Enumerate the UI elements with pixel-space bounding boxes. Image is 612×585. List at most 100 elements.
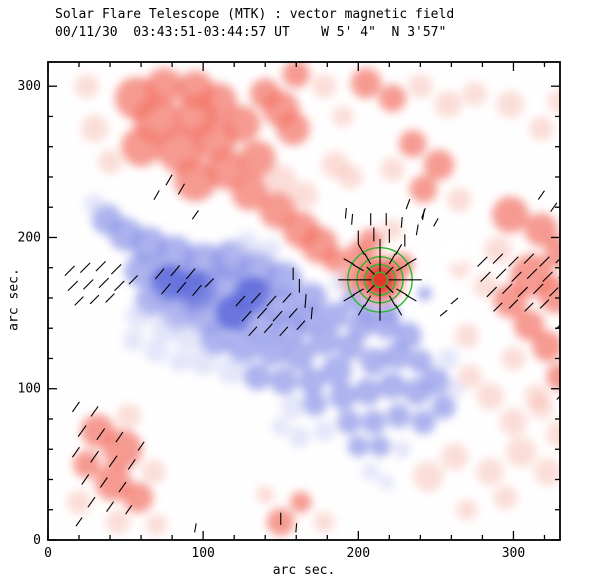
field-vector — [352, 264, 364, 272]
x-axis-label: arc sec. — [272, 563, 336, 578]
negative-flux-blob — [234, 231, 259, 256]
field-vector — [400, 216, 403, 228]
field-vector — [266, 295, 277, 307]
field-vector — [185, 268, 196, 280]
field-vector — [79, 262, 91, 273]
positive-flux-blob — [358, 228, 383, 253]
positive-flux-blob — [206, 149, 247, 190]
field-vector — [405, 198, 411, 210]
negative-flux-blob — [200, 325, 231, 356]
field-vector — [493, 302, 503, 312]
negative-flux-blob — [437, 347, 460, 370]
x-tick-label: 200 — [347, 546, 370, 561]
field-vector — [405, 294, 417, 302]
positive-flux-blob — [476, 458, 504, 486]
negative-flux-blob — [293, 303, 324, 335]
positive-flux-blob — [94, 464, 132, 501]
positive-flux-blob — [423, 149, 455, 181]
field-vector — [526, 268, 538, 280]
field-vector — [433, 218, 439, 227]
negative-flux-blob — [330, 273, 349, 293]
positive-flux-blob — [524, 213, 559, 247]
field-vector — [241, 310, 252, 322]
negative-flux-blob — [378, 474, 394, 491]
positive-flux-blob — [372, 272, 388, 288]
field-vector — [357, 243, 365, 256]
field-vector — [165, 174, 173, 186]
field-vector — [357, 304, 365, 316]
positive-flux-blob — [231, 173, 269, 211]
field-vector — [501, 283, 513, 295]
positive-flux-blob — [493, 284, 528, 318]
field-vector — [96, 428, 106, 441]
field-vector — [288, 308, 298, 319]
plot-title: Solar Flare Telescope (MTK) : vector mag… — [55, 7, 455, 22]
positive-flux-blob — [501, 346, 526, 371]
positive-flux-blob — [223, 105, 261, 143]
field-vector — [137, 441, 145, 451]
field-vector — [64, 265, 75, 277]
field-vector — [351, 213, 354, 225]
field-vector — [405, 258, 417, 266]
positive-flux-blob — [332, 105, 354, 128]
positive-flux-blob — [538, 276, 560, 314]
positive-flux-blob — [462, 81, 487, 107]
positive-flux-blob — [484, 235, 512, 264]
positive-flux-blob — [412, 461, 444, 492]
positive-flux-blob — [378, 84, 407, 113]
field-vector — [235, 295, 246, 307]
positive-flux-blob — [145, 67, 183, 105]
field-vector — [90, 450, 99, 463]
plot-area — [48, 62, 560, 540]
field-vectors — [64, 174, 560, 533]
y-tick-label: 100 — [18, 382, 41, 397]
field-vector — [310, 306, 313, 320]
positive-flux-blob — [454, 323, 480, 349]
field-vector — [555, 257, 560, 264]
field-vector — [105, 293, 115, 303]
positive-flux-blob — [529, 116, 554, 141]
positive-flux-blob — [546, 420, 560, 448]
negative-flux-blob — [313, 420, 335, 442]
negative-flux-blob — [321, 355, 352, 386]
positive-flux-blob — [529, 394, 554, 420]
negative-flux-blob — [328, 382, 357, 411]
negative-flux-blob — [353, 377, 382, 406]
field-vector — [477, 256, 488, 267]
y-tick-label: 0 — [33, 533, 41, 548]
negative-flux-blob — [122, 329, 145, 352]
field-vector — [533, 283, 544, 295]
field-vector — [508, 299, 519, 309]
negative-flux-blob — [271, 417, 290, 436]
negative-flux-blob — [217, 356, 245, 385]
negative-flux-blob — [336, 409, 362, 435]
negative-flux-blob — [445, 379, 464, 398]
field-vector — [396, 264, 408, 272]
negative-flux-blob — [341, 290, 363, 312]
field-vector — [450, 297, 459, 305]
field-vector — [366, 284, 375, 294]
field-vector — [67, 280, 79, 292]
negative-flux-blob — [308, 325, 340, 356]
field-vector — [118, 481, 127, 493]
field-vector — [176, 281, 187, 294]
plot-subtitle: 00/11/30 03:43:51-03:44:57 UT W 5' 4" N … — [55, 25, 447, 40]
positive-flux-blob — [265, 164, 297, 196]
negative-flux-blob — [270, 367, 298, 395]
field-vector — [77, 425, 87, 438]
positive-flux-blob — [116, 403, 141, 429]
field-vector — [385, 266, 394, 275]
negative-flux-blob — [408, 349, 433, 374]
field-vector — [153, 190, 160, 201]
field-vector — [511, 271, 522, 283]
negative-flux-blob — [403, 377, 432, 406]
negative-flux-blob — [257, 335, 289, 367]
positive-flux-blob — [499, 408, 528, 436]
negative-flux-blob — [280, 394, 306, 420]
field-vector — [439, 309, 448, 317]
field-vector — [170, 265, 181, 277]
y-tick-label: 200 — [18, 230, 41, 245]
field-vector — [517, 286, 529, 298]
axes — [47, 61, 561, 541]
field-vector — [364, 253, 372, 265]
